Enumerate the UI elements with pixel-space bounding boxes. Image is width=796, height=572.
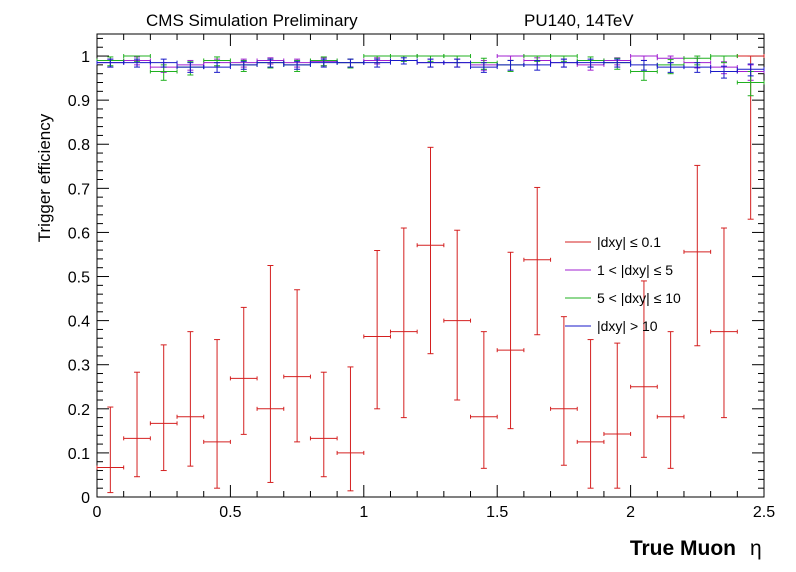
y-tick-label: 0.1 [68,446,90,463]
data-point [443,58,472,68]
axes-layer: 0 0.5 1 1.5 2 2.5 0 0.1 0.2 0.3 0.4 0.5 0.6 0.7 0.8 0.9… [68,33,775,521]
data-point [149,344,178,472]
y-tick-label: 0.4 [68,314,90,331]
data-point [336,366,365,492]
x-tick-label: 0 [93,504,102,521]
x-tick-label: 1 [359,504,368,521]
y-axis-label: Trigger efficiency [35,113,54,242]
data-point [656,331,685,469]
data-point [496,54,525,61]
x-axis-label: True Muon [630,537,736,560]
data-point [630,280,658,458]
data-point [149,58,178,68]
data-point [550,58,578,68]
data-point [96,406,125,494]
data-point [363,250,391,410]
data-point [496,251,525,430]
y-tick-label: 0.5 [68,270,90,287]
series-layer [96,54,765,494]
data-point [656,62,685,73]
data-point [203,339,231,489]
data-point [203,62,231,73]
series-4 [96,57,765,79]
legend: |dxy| ≤ 0.1 1 < |dxy| ≤ 5 5 < |dxy| ≤ 10 |d… [565,234,681,334]
legend-item: 1 < |dxy| ≤ 5 [565,262,673,278]
data-point [470,62,498,73]
x-axis-label-symbol: η [750,537,762,560]
legend-label: 5 < |dxy| ≤ 10 [597,290,681,306]
data-point [283,60,311,70]
series-1 [96,54,765,494]
data-point [229,60,258,70]
chart-title-left: CMS Simulation Preliminary [146,11,358,30]
legend-label: |dxy| ≤ 0.1 [597,234,661,250]
y-tick-label: 0 [81,490,90,507]
data-point [710,227,738,419]
data-point [309,371,338,478]
data-point [736,63,765,77]
data-point [550,316,578,466]
y-tick-label: 0.7 [68,181,90,198]
data-point [389,227,418,419]
x-tick-label: 1.5 [486,504,508,521]
data-point [710,54,738,64]
data-point [603,58,632,68]
data-point [123,371,151,478]
data-point [416,58,445,68]
legend-item: 5 < |dxy| ≤ 10 [565,290,681,306]
data-point [229,306,258,435]
x-tick-label: 2.5 [753,504,775,521]
y-tick-label: 0.3 [68,358,90,375]
data-point [683,62,712,73]
y-tick-label: 1 [81,49,90,66]
data-point [523,59,552,71]
data-point [443,229,472,401]
data-point [710,65,738,79]
legend-item: |dxy| ≤ 0.1 [565,234,661,250]
data-point [523,186,552,336]
x-tick-label: 0.5 [219,504,241,521]
data-point [96,58,125,68]
data-point [176,62,205,73]
plot-frame [96,33,765,498]
data-point [496,59,525,71]
chart-title-right: PU140, 14TeV [524,11,634,30]
data-point [416,146,445,355]
data-point [389,57,418,65]
data-point [176,331,205,467]
x-tick-label: 2 [626,504,635,521]
data-point [283,289,311,443]
data-point [683,164,712,347]
data-point [630,59,658,71]
data-point [470,331,498,469]
data-point [363,58,391,68]
y-tick-label: 0.2 [68,402,90,419]
data-point [630,54,658,61]
y-tick-label: 0.6 [68,225,90,242]
legend-label: 1 < |dxy| ≤ 5 [597,262,673,278]
y-tick-label: 0.9 [68,93,90,110]
legend-item: |dxy| > 10 [565,318,658,334]
data-point [336,58,365,68]
legend-label: |dxy| > 10 [597,318,658,334]
y-tick-label: 0.8 [68,137,90,154]
data-point [603,342,632,489]
data-point [256,265,285,483]
data-point [123,58,151,68]
data-point [576,339,605,489]
